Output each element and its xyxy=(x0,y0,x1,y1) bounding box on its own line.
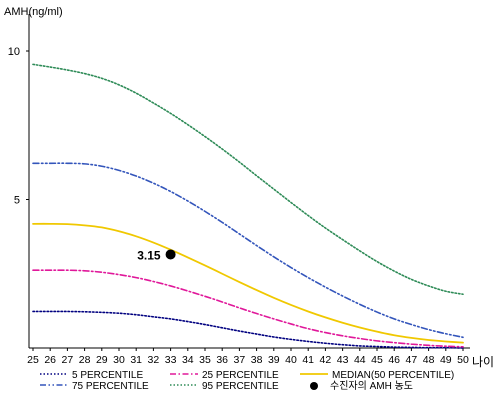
x-tick-label: 29 xyxy=(96,354,108,366)
x-tick-label: 33 xyxy=(165,354,177,366)
axes: AMH(ng/ml) 나이 xyxy=(4,6,494,369)
x-tick-label: 45 xyxy=(371,354,383,366)
x-tick-label: 49 xyxy=(440,354,452,366)
x-tick-label: 46 xyxy=(388,354,400,366)
x-tick-label: 41 xyxy=(302,354,314,366)
x-ticks: 25 26 27 28 29 30 31 32 33 34 35 36 37 38 39 40 41 42 43 44… xyxy=(27,348,469,366)
y-tick-label: 10 xyxy=(8,46,20,58)
legend-label-5-percentile: 5 PERCENTILE xyxy=(72,370,143,381)
x-tick-label: 30 xyxy=(113,354,125,366)
series-lines xyxy=(32,63,464,349)
x-tick-label: 39 xyxy=(268,354,280,366)
x-tick-label: 37 xyxy=(234,354,246,366)
legend-label-marker: 수진자의 AMH 농도 xyxy=(330,380,413,392)
series-line-median-50-percentile xyxy=(32,222,464,344)
legend: 5 PERCENTILE 25 PERCENTILE MEDIAN(50 PERCE… xyxy=(40,370,454,392)
legend-marker-swatch xyxy=(310,382,318,390)
legend-label-25-percentile: 25 PERCENTILE xyxy=(202,370,279,381)
y-axis-label: AMH(ng/ml) xyxy=(4,6,63,18)
x-tick-label: 36 xyxy=(216,354,228,366)
x-tick-label: 25 xyxy=(27,354,39,366)
x-tick-label: 34 xyxy=(182,354,194,366)
x-tick-label: 47 xyxy=(406,354,418,366)
patient-amh-marker xyxy=(165,249,176,260)
legend-label-75-percentile: 75 PERCENTILE xyxy=(72,381,149,392)
series-line-25-percentile xyxy=(32,269,464,348)
x-axis-label: 나이 xyxy=(472,355,494,369)
x-tick-label: 43 xyxy=(337,354,349,366)
series-line-95-percentile xyxy=(32,63,464,296)
x-tick-label: 50 xyxy=(457,354,469,366)
y-tick-label: 5 xyxy=(14,195,20,207)
x-tick-label: 38 xyxy=(251,354,263,366)
x-tick-label: 48 xyxy=(423,354,435,366)
x-tick-label: 26 xyxy=(44,354,56,366)
x-tick-label: 31 xyxy=(130,354,142,366)
x-tick-label: 35 xyxy=(199,354,211,366)
x-tick-label: 27 xyxy=(62,354,74,366)
series-line-5-percentile xyxy=(32,310,464,349)
marker-layer: 3.15 xyxy=(137,248,176,262)
x-tick-label: 42 xyxy=(320,354,332,366)
series-line-75-percentile xyxy=(32,162,464,339)
legend-label-95-percentile: 95 PERCENTILE xyxy=(202,381,279,392)
x-tick-label: 32 xyxy=(148,354,160,366)
x-tick-label: 28 xyxy=(79,354,91,366)
patient-amh-data-label: 3.15 xyxy=(137,248,161,262)
x-tick-label: 40 xyxy=(285,354,297,366)
y-ticks: 5 10 xyxy=(8,46,29,207)
x-tick-label: 44 xyxy=(354,354,366,366)
legend-label-median-50-percentile: MEDIAN(50 PERCENTILE) xyxy=(332,370,454,381)
